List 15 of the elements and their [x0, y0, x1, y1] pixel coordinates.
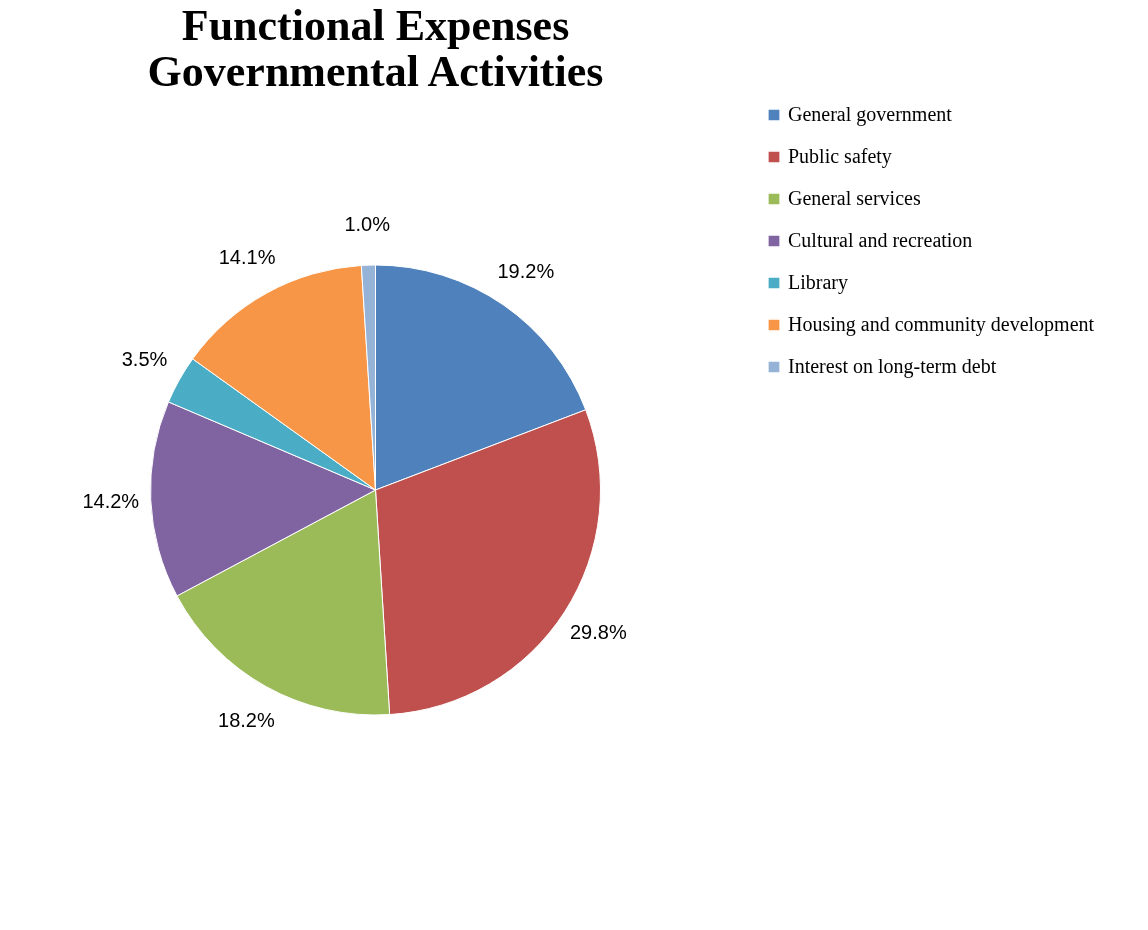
- legend-label: Public safety: [788, 145, 892, 168]
- legend-label: General government: [788, 103, 953, 126]
- data-label: 3.5%: [121, 348, 168, 371]
- data-label: 1.0%: [344, 213, 391, 236]
- legend-label: Library: [788, 271, 848, 294]
- data-label: 29.8%: [569, 621, 627, 644]
- legend-label: Cultural and recreation: [788, 229, 973, 251]
- legend-label: General services: [788, 187, 921, 209]
- data-label: 18.2%: [218, 709, 275, 732]
- legend-label: Housing and community development: [788, 313, 1095, 336]
- data-label: 14.2%: [82, 489, 140, 512]
- data-label: 19.2%: [497, 259, 555, 282]
- text: Functional Expenses: [181, 1, 570, 50]
- data-label: 14.1%: [218, 246, 276, 269]
- legend-label: Interest on long-term debt: [788, 355, 997, 378]
